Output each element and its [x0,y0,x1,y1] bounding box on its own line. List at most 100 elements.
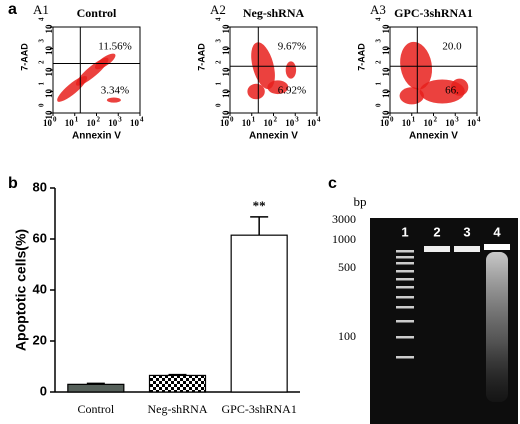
y-tick-label: 10 [221,46,231,56]
marker-size: 100 [338,329,356,343]
ladder-band [396,250,414,253]
quadrant-percent: 6.92% [278,85,306,97]
y-tick-exponent: 1 [375,82,383,86]
y-tick-exponent: 3 [38,39,46,43]
x-tick-exponent: 4 [140,116,144,124]
lane-label: 3 [463,224,470,239]
x-tick-label: 10 [380,118,390,128]
y-tick-label: 10 [221,110,231,120]
x-tick-exponent: 1 [252,116,256,124]
ladder-band [396,356,414,359]
y-axis-label: 7-AAD [356,43,366,71]
x-tick-exponent: 2 [274,116,278,124]
cell-cloud [267,80,289,95]
panel-label: b [8,175,18,192]
quadrant-percent: 66. [445,85,459,97]
dna-smear [486,252,508,402]
cell-cloud [450,78,469,96]
x-tick-label: 10 [87,118,97,128]
y-tick-label: 10 [381,24,391,34]
cell-cloud [106,97,121,103]
quadrant-percent: 9.67% [278,41,306,53]
cell-cloud [247,83,265,100]
y-tick-label: 0 [40,383,47,398]
ladder-band [396,270,414,273]
panel-tag: A3 [370,2,386,17]
panel-tag: A1 [33,2,49,17]
marker-size: 500 [338,260,356,274]
x-tick-label: 10 [242,118,252,128]
x-axis-label: Annexin V [72,131,121,142]
y-tick-exponent: 0 [375,103,383,107]
x-tick-label: 10 [307,118,317,128]
x-tick-exponent: 4 [477,116,481,124]
plot-title: Control [77,6,117,20]
dna-band [484,244,510,250]
x-tick-label: 10 [264,118,274,128]
y-tick-label: 10 [381,67,391,77]
x-tick-exponent: 3 [455,116,459,124]
y-tick-exponent: 2 [38,60,46,64]
y-tick-label: 10 [221,89,231,99]
dna-band [424,246,450,252]
marker-size: 1000 [332,232,356,246]
lane-label: 4 [493,224,501,239]
y-tick-label: 10 [44,89,54,99]
panel-label: a [8,1,17,18]
unit-label: bp [354,194,367,209]
ladder-band [396,306,414,309]
y-tick-label: 60 [33,230,47,245]
x-tick-label: GPC-3shRNA1 [221,402,296,416]
bar [67,383,125,393]
x-tick-label: 10 [424,118,434,128]
x-tick-exponent: 1 [75,116,79,124]
ladder-band [396,256,414,259]
x-tick-label: Neg-shRNA [148,402,208,416]
x-axis-label: Annexin V [249,131,298,142]
x-tick-exponent: 2 [434,116,438,124]
y-tick-label: 10 [44,67,54,77]
y-tick-label: 10 [381,46,391,56]
y-tick-label: 20 [33,332,47,347]
y-axis-label: 7-AAD [19,43,29,71]
y-tick-exponent: 1 [215,82,223,86]
marker-size: 3000 [332,212,356,226]
y-tick-exponent: 3 [375,39,383,43]
y-tick-label: 40 [33,281,47,296]
x-tick-label: 10 [130,118,140,128]
ladder-band [396,336,414,339]
bar [230,234,288,393]
x-tick-exponent: 0 [390,116,394,124]
y-tick-exponent: 4 [38,17,46,21]
x-tick-label: 10 [108,118,118,128]
x-tick-exponent: 3 [295,116,299,124]
lane-label: 1 [401,224,408,239]
y-tick-exponent: 1 [38,82,46,86]
x-tick-label: 10 [445,118,455,128]
y-axis-label: Apoptotic cells(%) [13,229,29,351]
y-tick-exponent: 4 [215,17,223,21]
cell-cloud [399,87,424,105]
x-tick-label: 10 [285,118,295,128]
y-tick-label: 10 [221,67,231,77]
cell-cloud [94,53,116,70]
quadrant-percent: 11.56% [98,41,132,53]
y-tick-label: 10 [381,89,391,99]
x-tick-label: 10 [220,118,230,128]
x-tick-exponent: 4 [317,116,321,124]
x-tick-label: 10 [402,118,412,128]
y-tick-exponent: 2 [375,60,383,64]
ladder-band [396,320,414,323]
ladder-band [396,296,414,299]
plot-title: Neg-shRNA [243,6,305,20]
x-tick-label: 10 [65,118,75,128]
y-axis-label: 7-AAD [196,43,206,71]
panel-label: c [328,175,337,192]
x-tick-label: Control [77,402,114,416]
plot-title: GPC-3shRNA1 [394,6,473,20]
y-tick-exponent: 0 [38,103,46,107]
x-tick-label: 10 [467,118,477,128]
y-tick-exponent: 3 [215,39,223,43]
x-tick-exponent: 2 [97,116,101,124]
